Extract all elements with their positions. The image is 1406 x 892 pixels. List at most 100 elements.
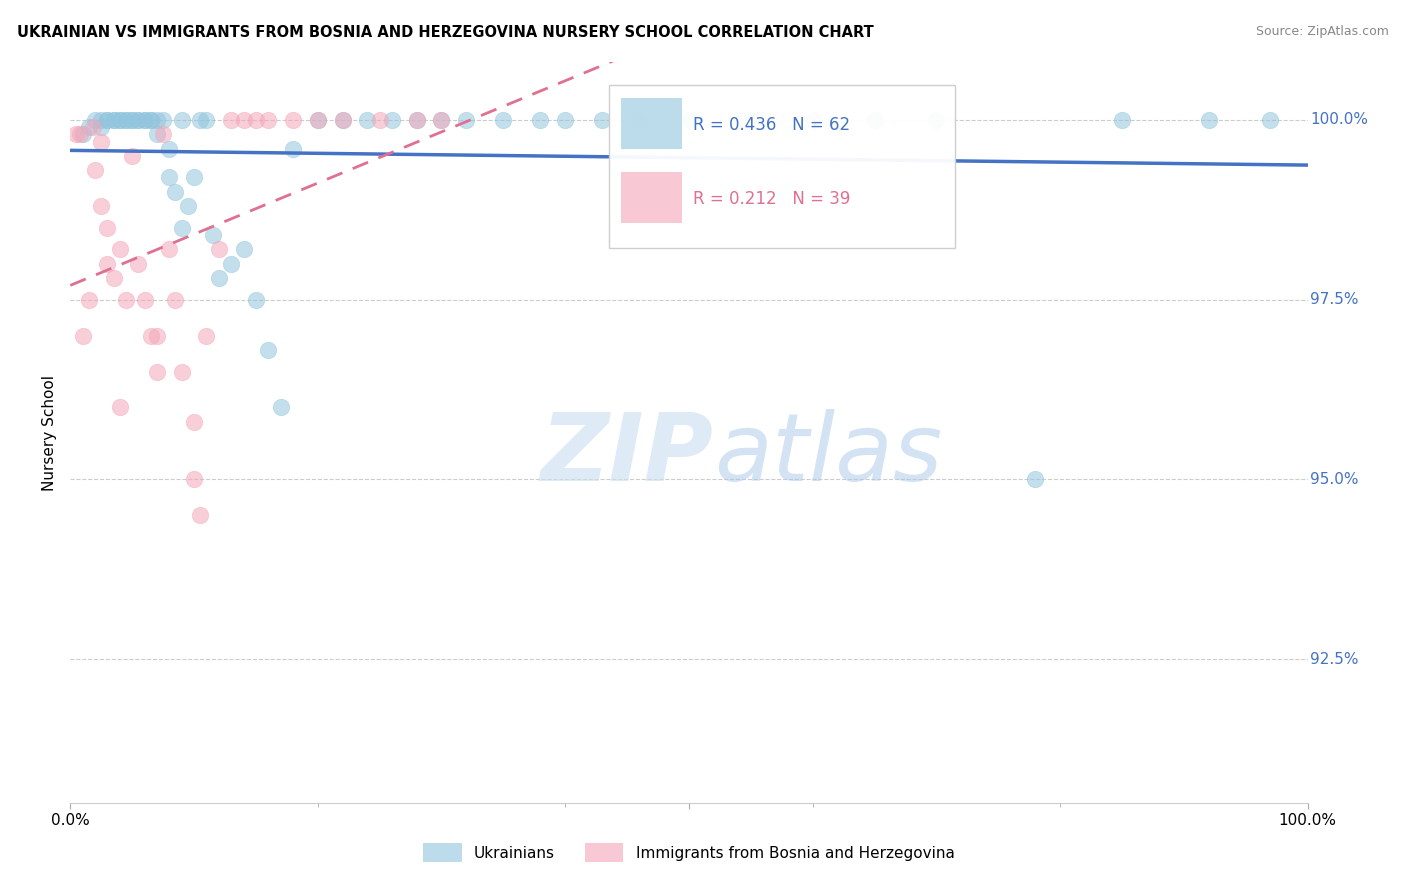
Point	[77, 120, 100, 135]
Point	[108, 112, 131, 127]
Text: 95.0%: 95.0%	[1310, 472, 1358, 487]
Text: Source: ZipAtlas.com: Source: ZipAtlas.com	[1256, 25, 1389, 38]
Point	[208, 243, 231, 257]
Point	[430, 112, 453, 127]
Point	[139, 112, 162, 127]
Point	[678, 112, 700, 127]
FancyBboxPatch shape	[609, 85, 955, 247]
Point	[195, 328, 218, 343]
Point	[146, 365, 169, 379]
Point	[157, 170, 180, 185]
Text: 92.5%: 92.5%	[1310, 651, 1358, 666]
Point	[405, 112, 427, 127]
Point	[108, 243, 131, 257]
Text: UKRAINIAN VS IMMIGRANTS FROM BOSNIA AND HERZEGOVINA NURSERY SCHOOL CORRELATION C: UKRAINIAN VS IMMIGRANTS FROM BOSNIA AND …	[17, 25, 873, 40]
Point	[183, 472, 205, 486]
Point	[307, 112, 329, 127]
Point	[195, 112, 218, 127]
Point	[368, 112, 391, 127]
Point	[332, 112, 354, 127]
Point	[208, 271, 231, 285]
Point	[108, 112, 131, 127]
Point	[201, 227, 224, 242]
Point	[863, 112, 886, 127]
Point	[127, 112, 149, 127]
Point	[103, 112, 125, 127]
Point	[77, 293, 100, 307]
Point	[270, 401, 292, 415]
Point	[740, 112, 762, 127]
Point	[96, 112, 118, 127]
Text: R = 0.436   N = 62: R = 0.436 N = 62	[693, 116, 849, 135]
Point	[84, 112, 107, 127]
Point	[96, 112, 118, 127]
Point	[307, 112, 329, 127]
Point	[69, 128, 91, 142]
Text: 100.0%: 100.0%	[1310, 112, 1368, 128]
Point	[219, 257, 242, 271]
Point	[139, 328, 162, 343]
Point	[121, 149, 143, 163]
Text: 97.5%: 97.5%	[1310, 293, 1358, 307]
Point	[96, 220, 118, 235]
Point	[170, 365, 193, 379]
Point	[90, 199, 112, 213]
Point	[108, 401, 131, 415]
Point	[170, 112, 193, 127]
Point	[332, 112, 354, 127]
Point	[134, 112, 156, 127]
Point	[96, 257, 118, 271]
Legend: Ukrainians, Immigrants from Bosnia and Herzegovina: Ukrainians, Immigrants from Bosnia and H…	[423, 843, 955, 862]
Point	[188, 112, 211, 127]
Point	[134, 293, 156, 307]
Point	[127, 112, 149, 127]
Point	[103, 112, 125, 127]
Point	[1024, 472, 1046, 486]
Point	[146, 128, 169, 142]
Point	[183, 415, 205, 429]
Point	[103, 271, 125, 285]
Point	[381, 112, 404, 127]
Point	[591, 112, 613, 127]
Point	[257, 343, 280, 357]
Point	[1260, 112, 1282, 127]
Point	[72, 328, 94, 343]
Point	[430, 112, 453, 127]
Point	[232, 112, 254, 127]
Point	[82, 120, 104, 135]
Point	[925, 112, 948, 127]
Point	[257, 112, 280, 127]
Point	[183, 170, 205, 185]
Point	[152, 128, 174, 142]
Point	[281, 112, 304, 127]
Point	[127, 257, 149, 271]
Point	[801, 112, 824, 127]
Point	[170, 220, 193, 235]
Point	[1198, 112, 1220, 127]
Text: R = 0.212   N = 39: R = 0.212 N = 39	[693, 190, 851, 209]
Point	[157, 243, 180, 257]
Point	[134, 112, 156, 127]
Y-axis label: Nursery School: Nursery School	[42, 375, 58, 491]
Point	[245, 293, 267, 307]
Point	[115, 293, 138, 307]
Point	[121, 112, 143, 127]
FancyBboxPatch shape	[621, 172, 682, 223]
Point	[492, 112, 515, 127]
Text: atlas: atlas	[714, 409, 942, 500]
Point	[146, 112, 169, 127]
Point	[115, 112, 138, 127]
Point	[90, 135, 112, 149]
Point	[152, 112, 174, 127]
Point	[165, 185, 187, 199]
Point	[177, 199, 200, 213]
Point	[188, 508, 211, 523]
Point	[65, 128, 87, 142]
Point	[405, 112, 427, 127]
Point	[1111, 112, 1133, 127]
Point	[84, 163, 107, 178]
Point	[157, 142, 180, 156]
Point	[139, 112, 162, 127]
Point	[232, 243, 254, 257]
Point	[281, 142, 304, 156]
